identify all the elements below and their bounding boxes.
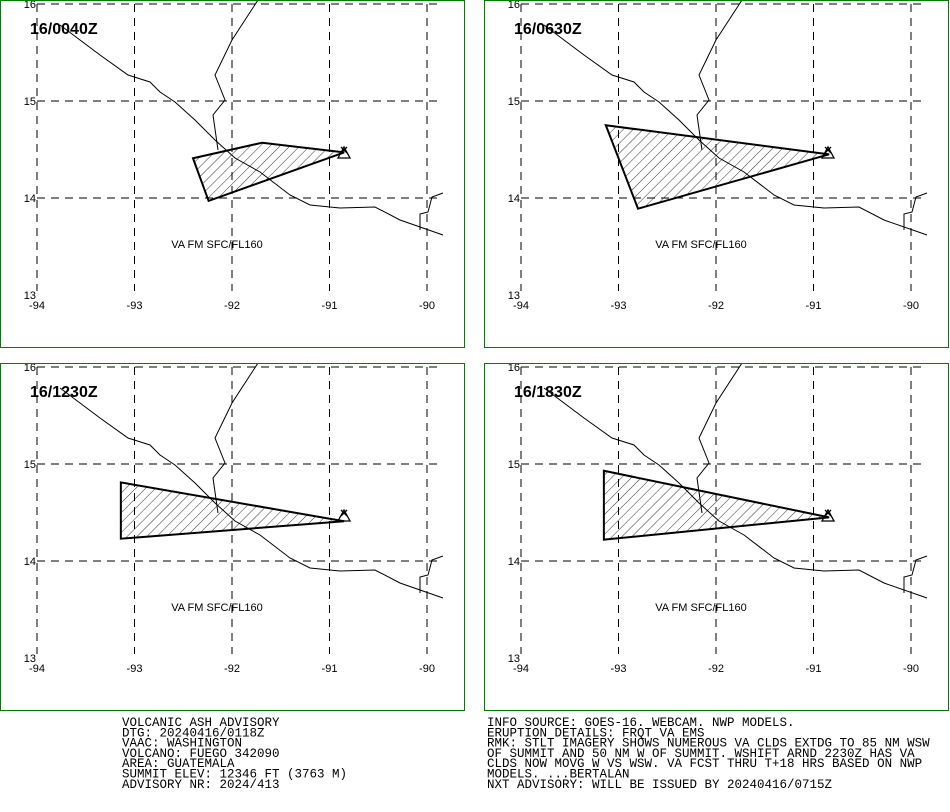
volcano	[336, 145, 352, 159]
volcano	[820, 508, 836, 522]
lat-tick-label: 14	[24, 556, 36, 568]
panel-label: VA FM SFC/FL160	[655, 239, 747, 251]
coastline	[696, 0, 743, 151]
lon-tick-label: -91	[806, 300, 822, 312]
coastline	[212, 0, 259, 151]
panel-time: 16/1230Z	[30, 384, 98, 401]
lon-tick-label: -94	[513, 663, 529, 675]
lon-tick-label: -90	[903, 663, 919, 675]
lat-tick-label: 14	[508, 556, 520, 568]
map-panel: -94 -93 -92 -91 -90 13 14 15 16 16/1830Z VA FM SFC…	[508, 362, 928, 675]
coastline	[543, 24, 928, 236]
panel-frame	[0, 0, 465, 348]
coastline	[419, 192, 444, 230]
coastline	[59, 24, 444, 236]
lon-tick-label: -90	[419, 300, 435, 312]
panel-time: 16/0630Z	[514, 21, 582, 38]
volcano	[820, 145, 836, 159]
lon-tick-label: -94	[513, 300, 529, 312]
ash-cloud	[604, 124, 830, 210]
panel-frame	[484, 363, 949, 711]
lon-tick-label: -92	[708, 663, 724, 675]
panel-frame	[484, 0, 949, 348]
volcano	[336, 508, 352, 522]
advisory-line: RMK: STLT IMAGERY SHOWS NUMEROUS VA CLDS…	[487, 737, 930, 751]
advisory-line: AREA: GUATEMALA	[122, 757, 235, 771]
advisory-line: MODELS. ...BERTALAN	[487, 768, 630, 782]
panel-label: VA FM SFC/FL160	[655, 602, 747, 614]
lon-tick-label: -91	[322, 300, 338, 312]
coastline	[59, 387, 444, 599]
lon-tick-label: -94	[29, 300, 45, 312]
lon-tick-label: -93	[611, 300, 627, 312]
advisory-line: NXT ADVISORY: WILL BE ISSUED BY 20240416…	[487, 778, 833, 792]
advisory-line: VAAC: WASHINGTON	[122, 737, 242, 751]
advisory-line: VOLCANO: FUEGO 342090	[122, 747, 280, 761]
lat-tick-label: 16	[508, 362, 520, 374]
coastline	[696, 363, 743, 514]
panel-label: VA FM SFC/FL160	[171, 602, 263, 614]
lon-tick-label: -93	[127, 300, 143, 312]
lon-tick-label: -92	[708, 300, 724, 312]
lon-tick-label: -90	[903, 300, 919, 312]
lat-tick-label: 15	[508, 96, 520, 108]
lat-tick-label: 13	[508, 290, 520, 302]
panel-time: 16/1830Z	[514, 384, 582, 401]
advisory-line: ADVISORY NR: 2024/413	[122, 778, 280, 792]
advisory-line: ERUPTION DETAILS: FRQT VA EMS	[487, 726, 705, 740]
advisory-line: DTG: 20240416/0118Z	[122, 726, 265, 740]
advisory-line: OF SUMMIT AND 50 NM W OF SUMMIT. WSHIFT …	[487, 747, 915, 761]
panel-frame	[0, 363, 465, 711]
lon-tick-label: -93	[611, 663, 627, 675]
coastline	[543, 387, 928, 599]
lat-tick-label: 16	[24, 362, 36, 374]
map-panel: -94 -93 -92 -91 -90 13 14 15 16 16/0630Z VA FM SFC…	[508, 0, 928, 312]
map-panel: -94 -93 -92 -91 -90 13 14 15 16 16/1230Z VA FM SFC…	[24, 362, 444, 675]
advisory-line: SUMMIT ELEV: 12346 FT (3763 M)	[122, 768, 347, 782]
ash-cloud	[191, 141, 345, 203]
panel-time: 16/0040Z	[30, 21, 98, 38]
lon-tick-label: -91	[322, 663, 338, 675]
panel-label: VA FM SFC/FL160	[171, 239, 263, 251]
advisory-line: VOLCANIC ASH ADVISORY	[122, 716, 280, 730]
lon-tick-label: -91	[806, 663, 822, 675]
lat-tick-label: 13	[508, 653, 520, 665]
lat-tick-label: 15	[24, 96, 36, 108]
lon-tick-label: -90	[419, 663, 435, 675]
ash-cloud	[119, 481, 345, 540]
lon-tick-label: -92	[224, 663, 240, 675]
lat-tick-label: 14	[508, 193, 520, 205]
coastline	[212, 363, 259, 514]
lon-tick-label: -93	[127, 663, 143, 675]
advisory-line: CLDS NOW MOVG W VS WSW. VA FCST THRU T+1…	[487, 757, 922, 771]
coastline	[903, 192, 928, 230]
lat-tick-label: 15	[508, 459, 520, 471]
lon-tick-label: -94	[29, 663, 45, 675]
lat-tick-label: 14	[24, 193, 36, 205]
lat-tick-label: 16	[24, 0, 36, 11]
coastline	[903, 555, 928, 593]
lon-tick-label: -92	[224, 300, 240, 312]
ash-cloud	[602, 469, 830, 541]
lat-tick-label: 13	[24, 653, 36, 665]
lat-tick-label: 15	[24, 459, 36, 471]
lat-tick-label: 13	[24, 290, 36, 302]
advisory-line: INFO SOURCE: GOES-16. WEBCAM. NWP MODELS…	[487, 716, 795, 730]
lat-tick-label: 16	[508, 0, 520, 11]
coastline	[419, 555, 444, 593]
map-panel: -94 -93 -92 -91 -90 13 14 15 16 16/0040Z VA FM SFC…	[24, 0, 444, 312]
